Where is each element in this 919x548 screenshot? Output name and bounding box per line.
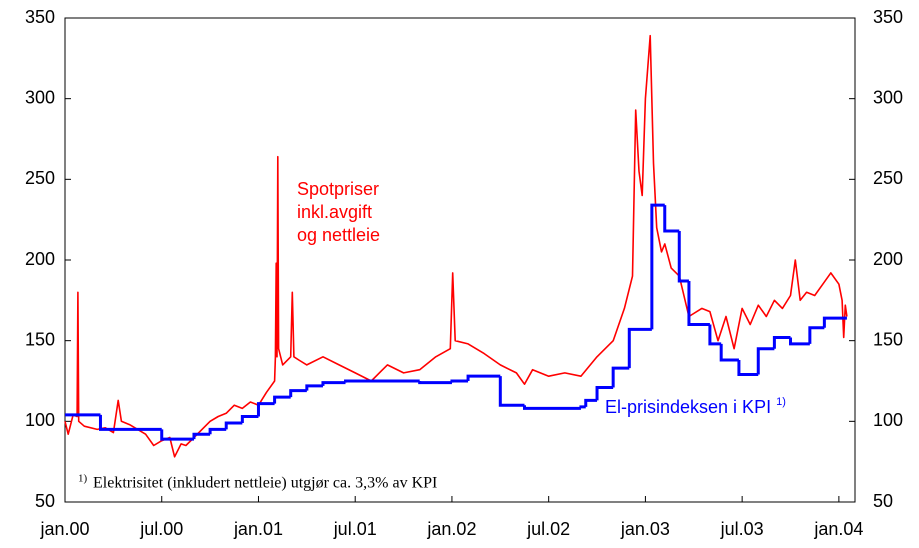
- y-tick-label: 350: [25, 7, 55, 27]
- footnote: Elektrisitet (inkludert nettleie) utgjør…: [93, 475, 437, 492]
- index-step: [808, 326, 825, 344]
- index-step: [273, 395, 291, 404]
- index-superscript: 1): [776, 396, 786, 408]
- index-step: [418, 381, 452, 385]
- index-step: [677, 230, 689, 283]
- index-step: [756, 347, 775, 375]
- index-step: [160, 429, 194, 441]
- index-step: [687, 280, 710, 327]
- index-step: [224, 421, 243, 430]
- x-tick-label: jan.01: [233, 519, 283, 539]
- index-step: [822, 316, 847, 328]
- y-tick-label: 200: [25, 249, 55, 269]
- index-step: [595, 385, 614, 401]
- y2-tick-label: 50: [873, 491, 893, 511]
- y2-tick-label: 300: [873, 87, 903, 107]
- label-line: inkl.avgift: [297, 202, 372, 222]
- index-step: [240, 414, 259, 423]
- index-step: [627, 327, 652, 369]
- y-tick-label: 50: [35, 491, 55, 511]
- y2-tick-label: 350: [873, 7, 903, 27]
- x-tick-label: jan.04: [813, 519, 863, 539]
- index-label: El-prisindeksen i KPI: [605, 397, 771, 417]
- index-step: [98, 414, 162, 431]
- index-step: [450, 379, 469, 383]
- plot-frame: [64, 17, 856, 503]
- label-line: Spotpriser: [297, 179, 379, 199]
- y2-tick-label: 100: [873, 410, 903, 430]
- index-step: [579, 405, 586, 409]
- index-step: [772, 335, 791, 349]
- index-step: [789, 337, 810, 346]
- x-tick-label: jul.02: [526, 519, 570, 539]
- y-tick-label: 250: [25, 168, 55, 188]
- x-tick-label: jan.02: [426, 519, 476, 539]
- index-step: [708, 324, 722, 346]
- x-tick-label: jul.01: [333, 519, 377, 539]
- index-step: [650, 203, 665, 330]
- index-step: [256, 402, 275, 417]
- index-step: [611, 366, 630, 388]
- index-step: [466, 374, 501, 381]
- y-tick-label: 100: [25, 410, 55, 430]
- x-tick-label: jul.03: [720, 519, 764, 539]
- spot-price-line: [64, 34, 848, 458]
- y2-tick-label: 150: [873, 329, 903, 349]
- y-tick-label: 300: [25, 87, 55, 107]
- y2-tick-label: 200: [873, 249, 903, 269]
- index-step: [584, 398, 598, 407]
- index-step: [192, 432, 211, 440]
- x-tick-label: jan.00: [39, 519, 89, 539]
- y-tick-label: 150: [25, 329, 55, 349]
- index-step: [737, 360, 759, 377]
- footnote-superscript: 1): [78, 473, 88, 485]
- index-step: [344, 379, 420, 383]
- spot-price-label: Spotpriser inkl.avgift og nettleie: [297, 179, 380, 245]
- label-line: og nettleie: [297, 225, 380, 245]
- index-step: [305, 384, 323, 391]
- index-step: [663, 205, 680, 233]
- index-step: [719, 343, 739, 362]
- index-step: [321, 381, 346, 386]
- y2-tick-label: 250: [873, 168, 903, 188]
- index-step: [208, 427, 227, 435]
- index-step: [522, 405, 581, 410]
- index-step: [498, 376, 525, 407]
- x-tick-label: jul.00: [139, 519, 183, 539]
- x-tick-label: jan.03: [620, 519, 670, 539]
- index-step: [289, 389, 307, 398]
